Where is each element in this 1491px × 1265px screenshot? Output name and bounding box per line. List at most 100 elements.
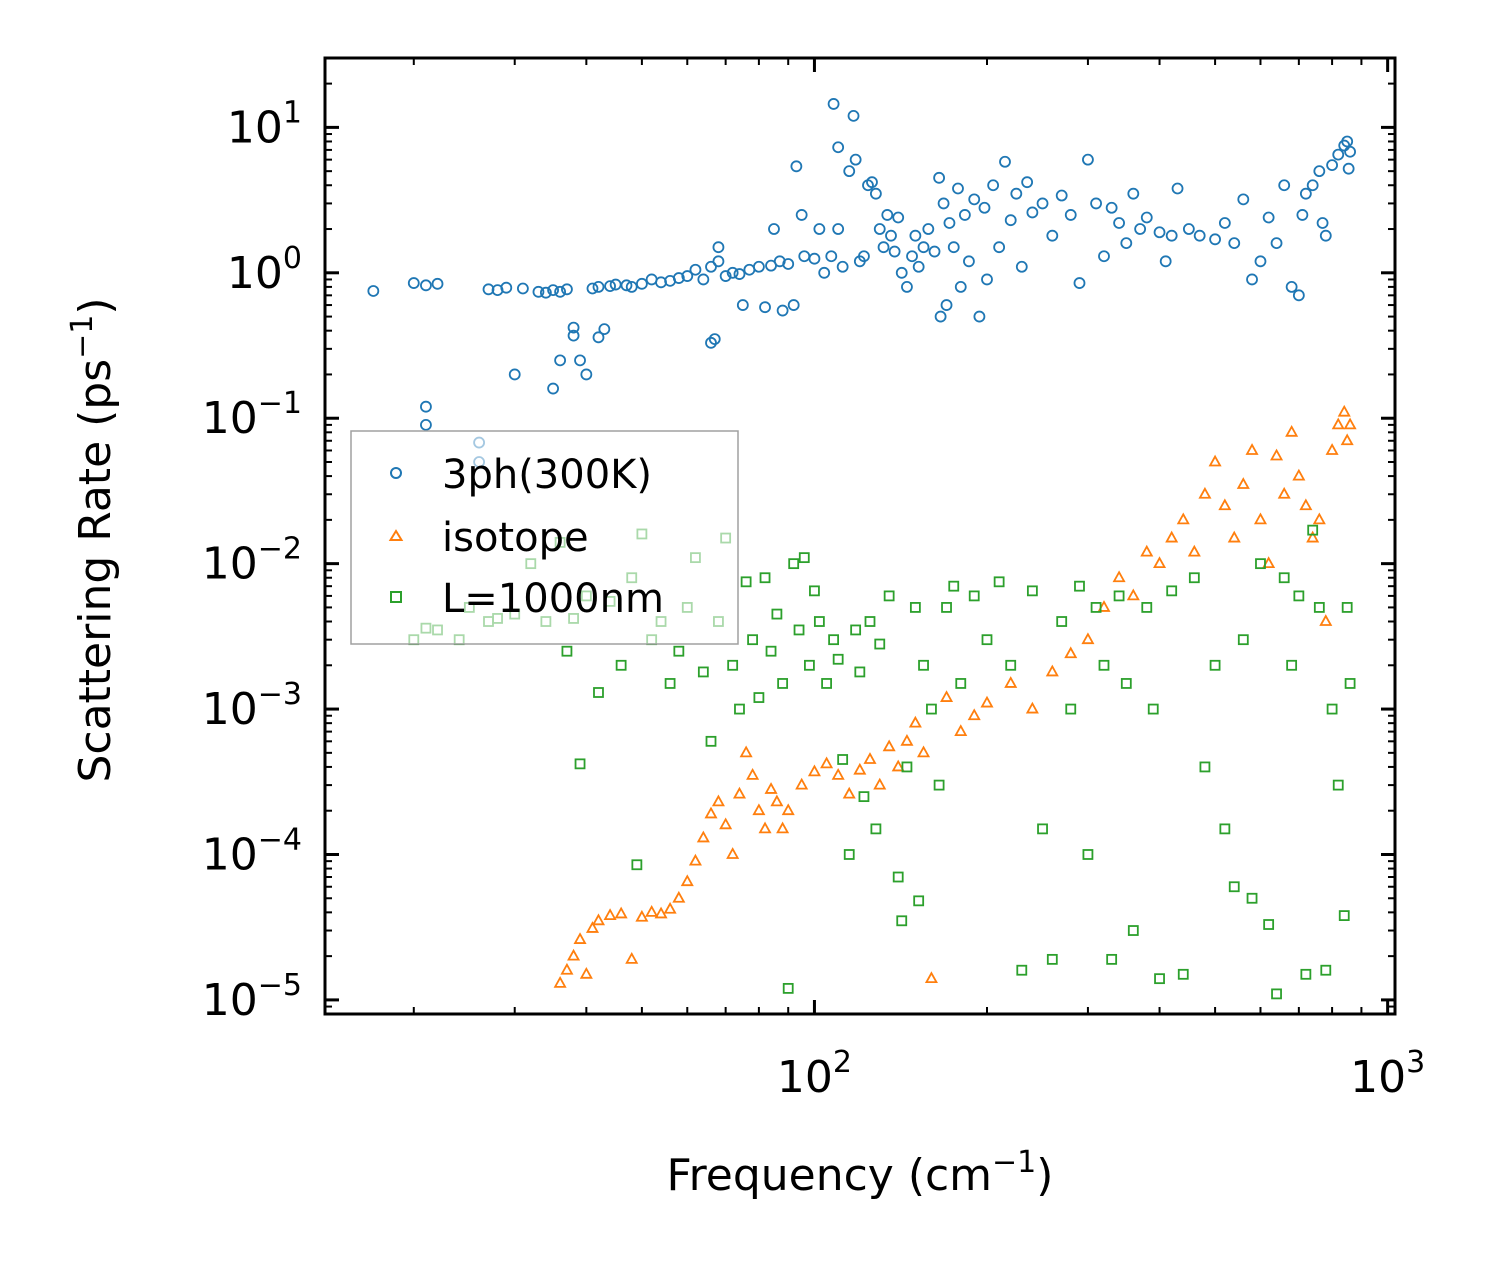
data-point-3ph-300k	[849, 153, 862, 166]
data-point-3ph-300k	[787, 299, 800, 311]
data-point-3ph-300k	[689, 263, 702, 276]
data-point-3ph-300k	[367, 285, 380, 297]
data-point-isotope	[967, 708, 981, 721]
data-point-isotope	[614, 906, 628, 919]
data-point-isotope	[1208, 454, 1222, 467]
data-point-isotope	[663, 901, 677, 914]
data-point-3ph-300k	[798, 250, 811, 263]
data-point-3ph-300k	[592, 280, 605, 293]
data-point-l-1000nm	[1106, 953, 1118, 965]
data-point-3ph-300k	[539, 286, 552, 299]
data-point-3ph-300k	[968, 193, 981, 206]
data-point-isotope	[1299, 498, 1313, 511]
data-point-l-1000nm	[1307, 524, 1319, 536]
data-point-isotope	[553, 975, 567, 988]
data-point-isotope	[746, 768, 760, 780]
data-point-3ph-300k	[1278, 179, 1291, 192]
data-point-3ph-300k	[1182, 223, 1195, 235]
data-point-isotope	[820, 756, 834, 769]
data-point-isotope	[1081, 632, 1095, 645]
data-point-l-1000nm	[926, 703, 937, 715]
data-point-3ph-300k	[1171, 182, 1184, 195]
data-point-3ph-300k	[697, 273, 710, 286]
data-point-3ph-300k	[1046, 229, 1059, 242]
data-point-3ph-300k	[885, 229, 897, 242]
data-point-3ph-300k	[1026, 206, 1039, 219]
data-point-3ph-300k	[1015, 260, 1028, 273]
data-point-3ph-300k	[1341, 135, 1354, 148]
data-point-l-1000nm	[1326, 703, 1338, 715]
data-point-l-1000nm	[809, 585, 820, 597]
data-point-l-1000nm	[1199, 761, 1211, 773]
data-point-l-1000nm	[574, 758, 586, 770]
data-point-l-1000nm	[1332, 779, 1344, 791]
data-point-3ph-300k	[1270, 237, 1283, 250]
y-tick-label: 100	[227, 241, 302, 299]
data-point-3ph-300k	[1010, 187, 1023, 200]
data-point-l-1000nm	[837, 754, 849, 765]
data-point-3ph-300k	[776, 304, 789, 317]
data-point-3ph-300k	[1127, 187, 1140, 200]
data-point-3ph-300k	[1105, 201, 1118, 214]
y-tick-label: 10−4	[202, 822, 302, 880]
data-point-l-1000nm	[1313, 602, 1325, 613]
data-point-3ph-300k	[726, 266, 739, 279]
data-point-l-1000nm	[968, 590, 980, 602]
plot-frame	[323, 56, 1397, 1016]
data-point-3ph-300k	[917, 241, 930, 254]
data-point-3ph-300k	[866, 176, 878, 189]
data-point-l-1000nm	[664, 678, 676, 689]
data-point-l-1000nm	[892, 871, 904, 883]
data-point-3ph-300k	[1299, 187, 1312, 200]
data-point-3ph-300k	[567, 321, 580, 334]
data-point-3ph-300k	[843, 165, 856, 178]
data-point-isotope	[711, 794, 725, 807]
data-point-l-1000nm	[1344, 678, 1356, 689]
data-point-l-1000nm	[832, 653, 844, 665]
data-point-isotope	[696, 830, 710, 843]
data-point-l-1000nm	[765, 645, 777, 657]
data-point-3ph-300k	[928, 245, 941, 258]
data-points	[367, 98, 1357, 1000]
data-point-isotope	[585, 921, 600, 933]
data-point-isotope	[1126, 588, 1140, 601]
data-point-isotope	[1292, 468, 1306, 481]
legend-marker-boundary	[390, 591, 402, 603]
data-point-isotope	[900, 733, 914, 746]
data-point-isotope	[980, 695, 994, 708]
data-point-l-1000nm	[1341, 602, 1353, 613]
data-point-isotope	[591, 913, 606, 926]
data-point-l-1000nm	[993, 576, 1005, 588]
data-point-3ph-300k	[759, 301, 771, 314]
data-point-3ph-300k	[940, 299, 953, 311]
data-point-l-1000nm	[753, 692, 765, 703]
data-point-l-1000nm	[1016, 964, 1028, 976]
data-point-isotope	[1245, 443, 1259, 455]
data-point-isotope	[1253, 512, 1268, 525]
data-point-isotope	[807, 764, 821, 777]
data-point-3ph-300k	[1254, 255, 1267, 268]
data-point-3ph-300k	[993, 241, 1006, 254]
legend-label-isotope: isotope	[442, 515, 589, 561]
data-point-l-1000nm	[593, 687, 604, 698]
data-point-3ph-300k	[795, 209, 808, 221]
data-point-isotope	[739, 745, 753, 758]
data-point-l-1000nm	[1209, 659, 1221, 671]
data-point-3ph-300k	[782, 258, 795, 270]
data-point-3ph-300k	[1165, 229, 1178, 242]
data-point-isotope	[1218, 498, 1232, 511]
data-point-3ph-300k	[407, 277, 420, 289]
data-point-3ph-300k	[547, 382, 559, 395]
data-point-isotope	[704, 806, 718, 819]
data-point-isotope	[795, 777, 809, 790]
legend-marker-isotope	[388, 529, 404, 541]
data-point-3ph-300k	[1262, 211, 1275, 224]
data-point-isotope	[776, 821, 790, 834]
data-point-l-1000nm	[734, 703, 745, 715]
data-point-3ph-300k	[1098, 250, 1110, 263]
data-point-isotope	[688, 853, 702, 866]
data-point-3ph-300k	[790, 160, 803, 173]
data-point-l-1000nm	[874, 638, 886, 650]
data-point-l-1000nm	[1188, 572, 1200, 584]
